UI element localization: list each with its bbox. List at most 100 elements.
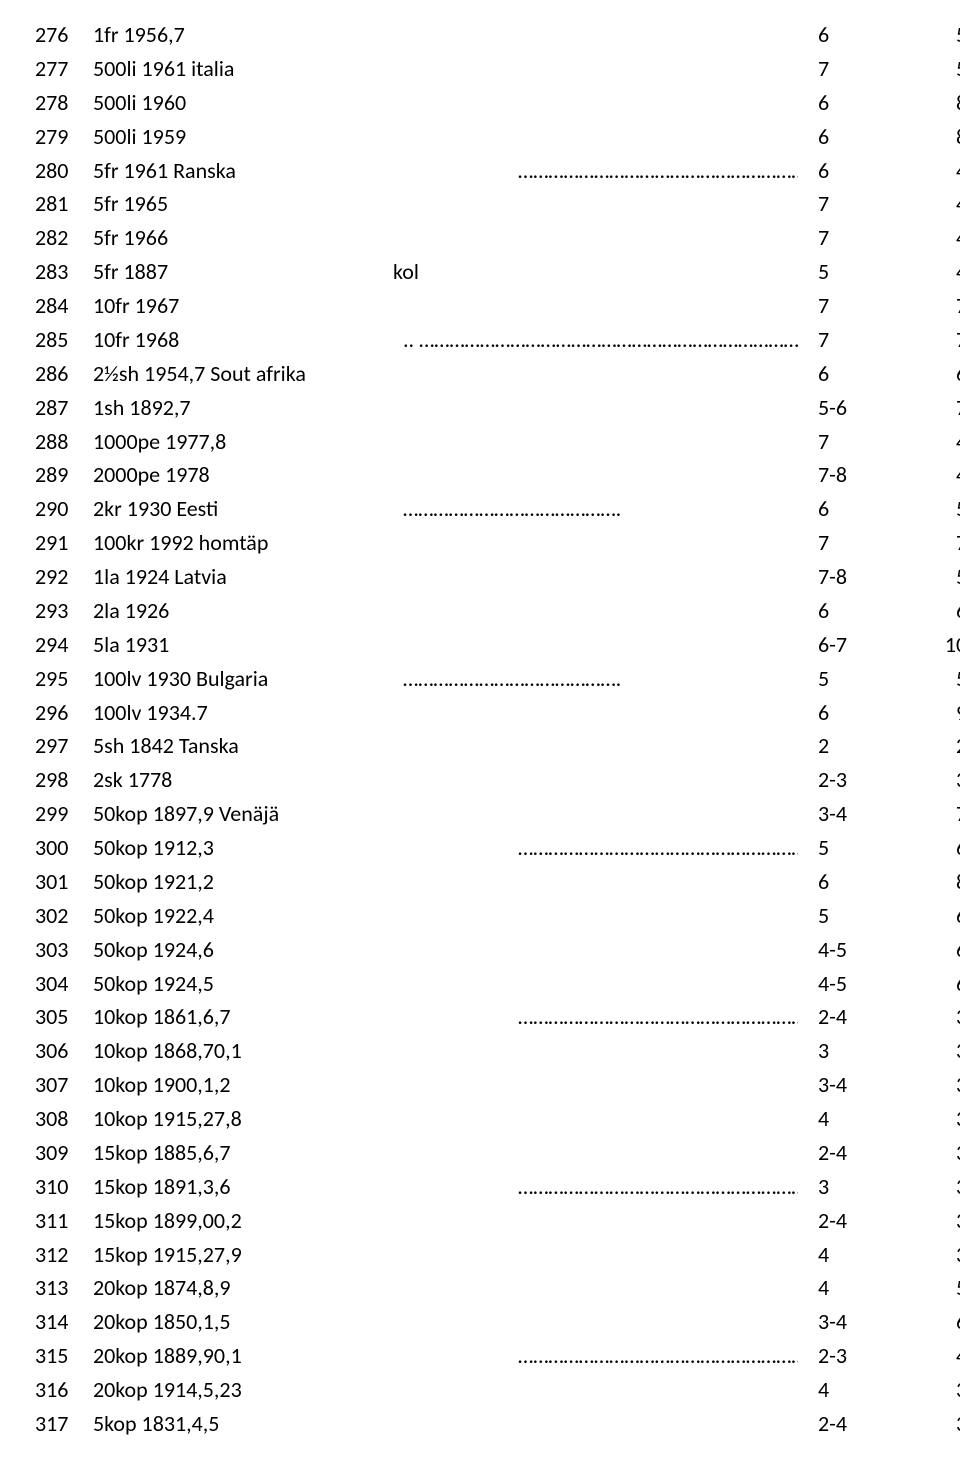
row-grade: 2-3: [798, 763, 913, 797]
row-grade: 5: [798, 662, 913, 696]
row-number: 303: [35, 933, 93, 967]
row-grade: 4: [798, 1373, 913, 1407]
row-description: 5sh 1842 Tanska: [93, 729, 393, 763]
row-number: 305: [35, 1000, 93, 1034]
row-number: 310: [35, 1170, 93, 1204]
row-price: 7.00: [913, 797, 960, 831]
row-leader-dots: .. ……………………………………………………………………………………………………: [403, 323, 798, 357]
row-grade: 2-3: [798, 1339, 913, 1373]
row-number: 287: [35, 391, 93, 425]
row-price: 4.00: [913, 425, 960, 459]
row-leader-dots: ……………………………………………………………………………………………………: [518, 1000, 798, 1034]
table-row: 2975sh 1842 Tanska22.00: [35, 729, 960, 763]
row-price: 4.00: [913, 458, 960, 492]
table-row: 2815fr 196574.00: [35, 187, 960, 221]
row-price: 6.00: [913, 933, 960, 967]
row-price: 3.00: [913, 1068, 960, 1102]
row-description: 5kop 1831,4,5: [93, 1407, 393, 1441]
table-row: 30350kop 1924,64-56.00: [35, 933, 960, 967]
row-description: 5fr 1961 Ranska: [93, 154, 393, 188]
row-price: 8.00: [913, 865, 960, 899]
table-row: 30150kop 1921,268.00: [35, 865, 960, 899]
table-row: 30915kop 1885,6,72-43.00: [35, 1136, 960, 1170]
row-grade: 5-6: [798, 391, 913, 425]
row-grade: 4: [798, 1238, 913, 1272]
row-description: 5fr 1966: [93, 221, 393, 255]
row-grade: 4-5: [798, 967, 913, 1001]
table-row: 2871sh 1892,75-67.00: [35, 391, 960, 425]
table-row: 31215kop 1915,27,943.00: [35, 1238, 960, 1272]
row-description: 10fr 1968: [93, 323, 393, 357]
table-row: 278500li 196068.00: [35, 86, 960, 120]
row-grade: 7: [798, 221, 913, 255]
row-description: 10kop 1900,1,2: [93, 1068, 393, 1102]
row-number: 302: [35, 899, 93, 933]
row-number: 284: [35, 289, 93, 323]
row-price: 7.00: [913, 526, 960, 560]
row-price: 6.00: [913, 831, 960, 865]
row-number: 306: [35, 1034, 93, 1068]
row-price: 4.00: [913, 1339, 960, 1373]
row-description: 500li 1959: [93, 120, 393, 154]
row-price: 3.00: [913, 1136, 960, 1170]
row-description: 5fr 1887: [93, 255, 393, 289]
row-number: 307: [35, 1068, 93, 1102]
row-grade: 5: [798, 831, 913, 865]
row-number: 300: [35, 831, 93, 865]
row-grade: 6-7: [798, 628, 913, 662]
row-note: kol: [393, 255, 518, 289]
row-description: 1sh 1892,7: [93, 391, 393, 425]
row-number: 311: [35, 1204, 93, 1238]
row-price: 5.00: [913, 52, 960, 86]
row-grade: 2-4: [798, 1407, 913, 1441]
row-grade: 6: [798, 86, 913, 120]
table-row: 31420kop 1850,1,53-46.00: [35, 1305, 960, 1339]
row-number: 285: [35, 323, 93, 357]
row-number: 277: [35, 52, 93, 86]
row-grade: 7-8: [798, 458, 913, 492]
table-row: 2932la 192666.00: [35, 594, 960, 628]
row-grade: 7: [798, 52, 913, 86]
row-price: 4.00: [913, 255, 960, 289]
row-grade: 6: [798, 696, 913, 730]
row-grade: 3-4: [798, 1068, 913, 1102]
row-grade: 7: [798, 323, 913, 357]
row-description: 2kr 1930 Eesti: [93, 492, 393, 526]
row-grade: 3: [798, 1170, 913, 1204]
table-row: 2825fr 196674.00: [35, 221, 960, 255]
row-description: 50kop 1924,5: [93, 967, 393, 1001]
row-description: 20kop 1850,1,5: [93, 1305, 393, 1339]
row-price: 3.00: [913, 1373, 960, 1407]
table-row: 2892000pe 19787-84.00: [35, 458, 960, 492]
row-description: 5la 1931: [93, 628, 393, 662]
table-row: 2881000pe 1977,874.00: [35, 425, 960, 459]
table-row: 279500li 195968.00: [35, 120, 960, 154]
table-row: 2805fr 1961 Ranska……………………………………………………………: [35, 154, 960, 188]
row-price: 5.00: [913, 1271, 960, 1305]
table-row: 30810kop 1915,27,843.00: [35, 1102, 960, 1136]
row-number: 301: [35, 865, 93, 899]
row-description: 500li 1961 italia: [93, 52, 393, 86]
table-row: 296100lv 1934.769.00: [35, 696, 960, 730]
row-description: 10fr 1967: [93, 289, 393, 323]
row-price: 3.00: [913, 1170, 960, 1204]
row-number: 288: [35, 425, 93, 459]
row-number: 280: [35, 154, 93, 188]
row-leader-dots: ……………………………………………………………………………………………………: [518, 1339, 798, 1373]
row-number: 313: [35, 1271, 93, 1305]
row-leader-dots: …………………………………….: [403, 492, 798, 526]
row-number: 293: [35, 594, 93, 628]
row-price: 4.00: [913, 187, 960, 221]
table-row: 2761fr 1956,765.00: [35, 18, 960, 52]
row-description: 15kop 1885,6,7: [93, 1136, 393, 1170]
row-price: 5.00: [913, 18, 960, 52]
row-price: 4.00: [913, 221, 960, 255]
row-number: 298: [35, 763, 93, 797]
row-number: 315: [35, 1339, 93, 1373]
row-description: 20kop 1889,90,1: [93, 1339, 393, 1373]
row-price: 5.00: [913, 492, 960, 526]
row-description: 50kop 1922,4: [93, 899, 393, 933]
row-grade: 3-4: [798, 1305, 913, 1339]
row-description: 2la 1926: [93, 594, 393, 628]
table-row: 31620kop 1914,5,2343.00: [35, 1373, 960, 1407]
